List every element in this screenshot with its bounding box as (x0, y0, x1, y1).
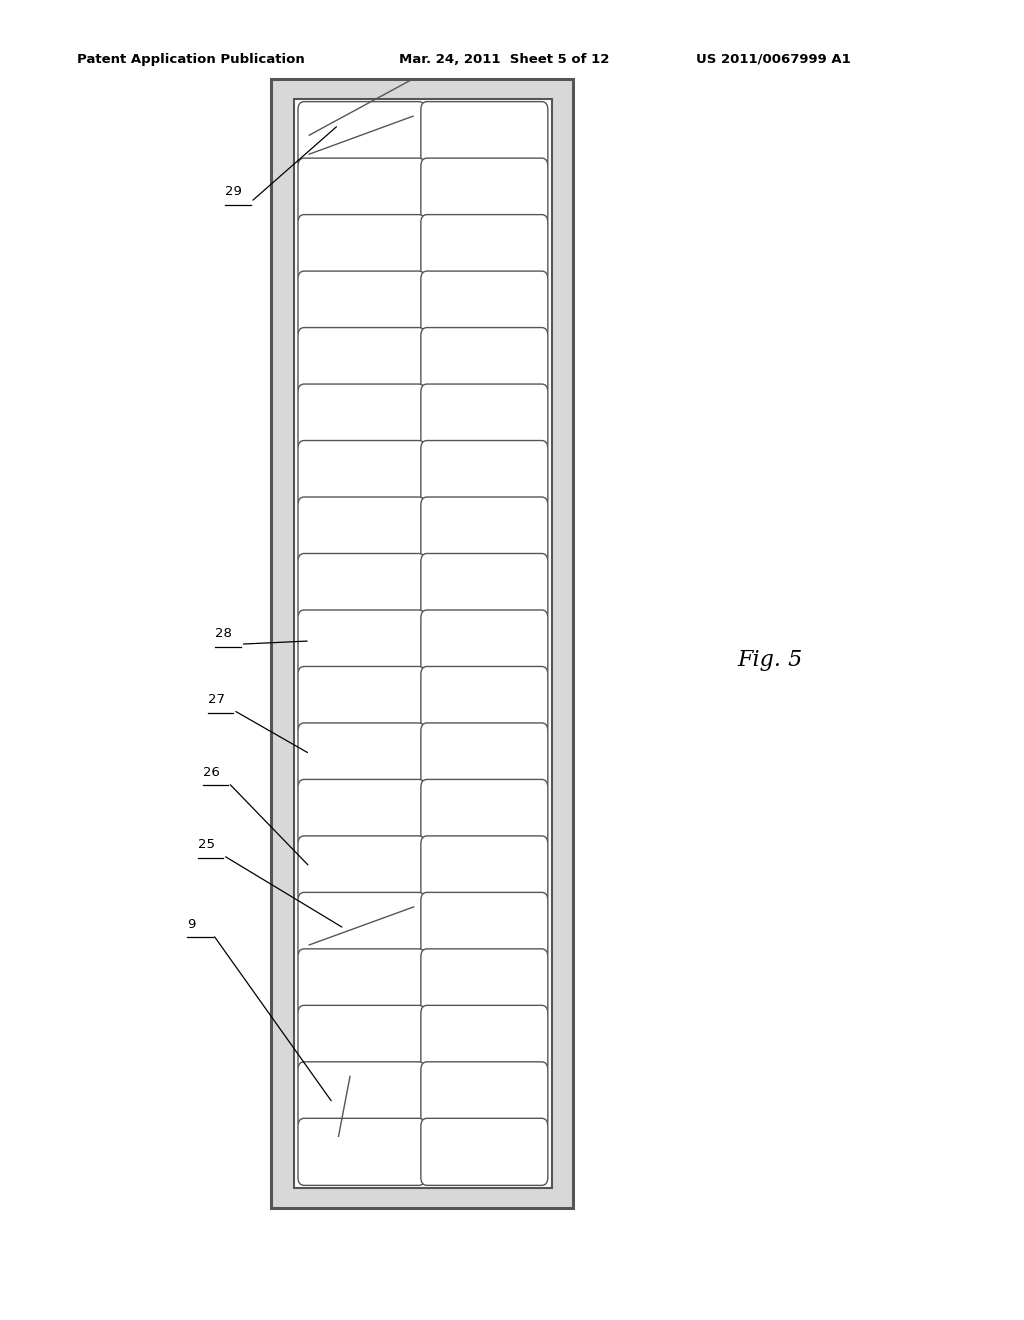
FancyBboxPatch shape (421, 836, 548, 903)
FancyBboxPatch shape (298, 723, 425, 789)
FancyBboxPatch shape (421, 553, 548, 620)
FancyBboxPatch shape (298, 610, 425, 677)
FancyBboxPatch shape (421, 892, 548, 960)
FancyBboxPatch shape (298, 553, 425, 620)
FancyBboxPatch shape (298, 1061, 425, 1129)
FancyBboxPatch shape (421, 949, 548, 1016)
FancyBboxPatch shape (421, 441, 548, 508)
Bar (294, 99, 552, 1188)
FancyBboxPatch shape (421, 384, 548, 451)
Text: Patent Application Publication: Patent Application Publication (77, 53, 304, 66)
Text: US 2011/0067999 A1: US 2011/0067999 A1 (696, 53, 851, 66)
FancyBboxPatch shape (298, 892, 425, 960)
FancyBboxPatch shape (298, 384, 425, 451)
FancyBboxPatch shape (421, 1006, 548, 1072)
FancyBboxPatch shape (298, 949, 425, 1016)
FancyBboxPatch shape (298, 1118, 425, 1185)
FancyBboxPatch shape (298, 102, 425, 169)
FancyBboxPatch shape (421, 667, 548, 734)
FancyBboxPatch shape (421, 610, 548, 677)
FancyBboxPatch shape (298, 836, 425, 903)
FancyBboxPatch shape (421, 271, 548, 338)
FancyBboxPatch shape (298, 215, 425, 281)
FancyBboxPatch shape (298, 1006, 425, 1072)
FancyBboxPatch shape (421, 1061, 548, 1129)
Text: 28: 28 (215, 627, 231, 640)
FancyBboxPatch shape (421, 1118, 548, 1185)
FancyBboxPatch shape (421, 723, 548, 789)
Text: 9: 9 (187, 917, 196, 931)
FancyBboxPatch shape (298, 327, 425, 395)
FancyBboxPatch shape (421, 779, 548, 846)
FancyBboxPatch shape (421, 158, 548, 226)
Text: 27: 27 (208, 693, 225, 706)
FancyBboxPatch shape (298, 667, 425, 734)
Text: 25: 25 (198, 838, 215, 851)
FancyBboxPatch shape (298, 271, 425, 338)
FancyBboxPatch shape (421, 327, 548, 395)
FancyBboxPatch shape (298, 779, 425, 846)
FancyBboxPatch shape (298, 158, 425, 226)
Bar (271, 79, 573, 1208)
FancyBboxPatch shape (298, 441, 425, 508)
Text: 29: 29 (225, 185, 242, 198)
FancyBboxPatch shape (421, 102, 548, 169)
Text: 26: 26 (203, 766, 219, 779)
FancyBboxPatch shape (421, 498, 548, 564)
Text: Mar. 24, 2011  Sheet 5 of 12: Mar. 24, 2011 Sheet 5 of 12 (399, 53, 609, 66)
FancyBboxPatch shape (298, 498, 425, 564)
FancyBboxPatch shape (421, 215, 548, 281)
Text: Fig. 5: Fig. 5 (737, 649, 803, 671)
